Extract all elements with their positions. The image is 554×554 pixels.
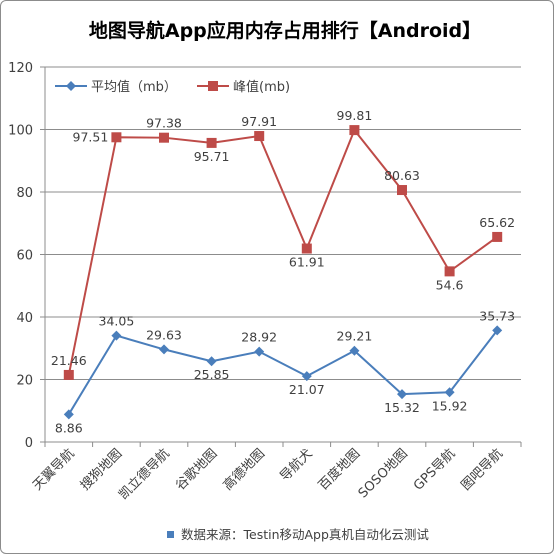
data-point <box>492 325 503 336</box>
y-tick-label: 20 <box>16 374 33 389</box>
x-tick-label: GPS导航 <box>410 446 458 494</box>
data-label: 29.63 <box>146 327 182 342</box>
gridlines <box>45 66 521 380</box>
data-point <box>349 125 360 136</box>
data-label: 54.6 <box>436 277 464 292</box>
data-label: 8.86 <box>55 420 83 435</box>
data-point <box>206 137 217 148</box>
footnote-text: 数据来源：Testin移动App真机自动化云测试 <box>181 527 429 542</box>
data-point <box>444 266 455 277</box>
data-label: 99.81 <box>337 108 373 123</box>
x-tick-label: 谷歌地图 <box>173 446 220 493</box>
data-label: 61.91 <box>289 255 325 270</box>
data-point <box>397 389 407 400</box>
x-tick-label: SOSO地图 <box>356 446 411 501</box>
data-point <box>63 369 74 380</box>
y-tick-label: 0 <box>25 436 33 451</box>
legend-marker-diamond <box>66 81 76 91</box>
data-point <box>301 371 312 382</box>
data-label: 97.38 <box>146 116 182 131</box>
legend: 平均值（mb） 峰值(mb) <box>55 79 290 95</box>
axes <box>40 66 522 447</box>
x-tick-label: 图吧导航 <box>458 446 506 494</box>
y-axis-ticks: 0 20 40 60 80 100 120 <box>8 61 33 451</box>
x-tick-label: 导航犬 <box>277 446 316 485</box>
data-label: 35.73 <box>479 308 515 323</box>
data-point <box>159 132 169 143</box>
source-footnote: 数据来源：Testin移动App真机自动化云测试 <box>167 527 429 542</box>
data-point <box>111 132 122 143</box>
data-label: 28.92 <box>241 330 277 345</box>
y-tick-label: 80 <box>16 186 33 201</box>
x-tick-label: 凯立德导航 <box>116 446 173 503</box>
legend-label-peak: 峰值(mb) <box>233 79 290 95</box>
y-tick-label: 40 <box>16 311 33 326</box>
data-label: 21.46 <box>51 353 87 368</box>
legend-label-avg: 平均值（mb） <box>91 79 177 95</box>
data-point <box>206 356 217 367</box>
data-label: 15.32 <box>384 400 420 415</box>
data-point <box>349 345 360 356</box>
data-label: 97.51 <box>73 129 109 144</box>
chart-title: 地图导航App应用内存占用排行【Android】 <box>89 19 481 42</box>
footnote-marker <box>167 531 174 538</box>
y-tick-label: 100 <box>8 124 33 139</box>
x-tick-label: 高德地图 <box>220 446 268 494</box>
data-point <box>444 387 455 398</box>
x-axis-ticks: 天翼导航 搜狗地图凯立德导航 谷歌地图 高德地图 导航犬 百度地图SOSO地图 GPS导航图… <box>30 446 506 503</box>
data-point <box>492 231 503 242</box>
legend-marker-square <box>208 81 218 91</box>
data-label: 65.62 <box>479 215 515 230</box>
data-label: 25.85 <box>194 367 230 382</box>
series-line <box>67 129 498 376</box>
y-tick-label: 120 <box>8 61 33 76</box>
data-point <box>111 330 122 341</box>
series-avg: 8.86 34.05 29.63 25.85 28.92 21.07 29.21 15.32 1… <box>55 308 515 435</box>
series-line <box>67 329 498 415</box>
data-point <box>159 344 169 355</box>
x-tick-label: 搜狗地图 <box>78 446 125 493</box>
data-point <box>254 131 265 142</box>
data-label: 80.63 <box>384 168 420 183</box>
data-label: 29.21 <box>337 329 373 344</box>
x-tick-label: 百度地图 <box>315 446 363 494</box>
data-label: 15.92 <box>432 398 468 413</box>
data-point <box>397 185 407 196</box>
data-label: 21.07 <box>289 382 325 397</box>
series-peak: 21.46 97.51 97.38 95.71 97.91 61.91 99.81 80.63… <box>51 108 515 380</box>
data-point <box>63 409 74 420</box>
data-point <box>254 346 265 357</box>
data-label: 97.91 <box>241 114 277 129</box>
data-label: 95.71 <box>194 149 230 164</box>
series-layer: 8.86 34.05 29.63 25.85 28.92 21.07 29.21 15.32 1… <box>51 108 515 435</box>
data-label: 34.05 <box>99 314 135 329</box>
x-tick-label: 天翼导航 <box>30 446 78 494</box>
data-point <box>301 243 312 254</box>
y-tick-label: 60 <box>16 249 33 264</box>
